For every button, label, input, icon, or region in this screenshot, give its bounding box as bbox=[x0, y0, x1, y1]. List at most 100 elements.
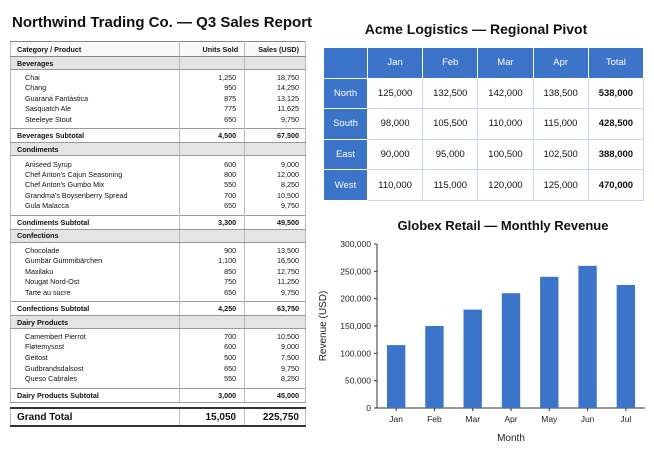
pivot-column-header[interactable]: Mar bbox=[477, 47, 534, 79]
spacer-row bbox=[9, 124, 306, 129]
pivot-total-cell[interactable]: 470,000 bbox=[587, 169, 645, 201]
pivot-corner-cell bbox=[323, 47, 368, 79]
pivot-column-header[interactable]: Jan bbox=[366, 47, 424, 79]
product-row[interactable]: Chef Anton's Cajun Seasoning 800 12,000 bbox=[9, 168, 306, 180]
pivot-value-cell[interactable]: 105,500 bbox=[422, 108, 479, 140]
product-row[interactable]: Queso Cabrales 550 8,250 bbox=[9, 373, 306, 384]
pivot-column-header[interactable]: Apr bbox=[532, 47, 589, 79]
product-name: Chang bbox=[9, 82, 181, 94]
units-sold-cell: 550 bbox=[179, 373, 246, 384]
spacer-cell bbox=[9, 297, 181, 302]
pivot-value-cell[interactable]: 95,000 bbox=[422, 138, 479, 171]
product-row[interactable]: Geitost 500 7,500 bbox=[9, 352, 306, 363]
pivot-value-cell[interactable]: 120,000 bbox=[477, 169, 534, 201]
pivot-row-header[interactable]: East bbox=[323, 138, 368, 171]
subtotal-units: 3,000 bbox=[179, 387, 246, 403]
product-row[interactable]: Nougat Nord-Ost 750 11,250 bbox=[9, 276, 306, 288]
pivot-total-cell[interactable]: 388,000 bbox=[587, 138, 645, 171]
product-row[interactable]: Chef Anton's Gumbo Mix 550 8,250 bbox=[9, 179, 306, 191]
column-header-units[interactable]: Units Sold bbox=[179, 41, 246, 57]
product-name: Geitost bbox=[9, 352, 181, 363]
acme-pivot-panel: Acme Logistics — Regional Pivot Jan Feb … bbox=[318, 0, 654, 205]
product-row[interactable]: Gudbrandsdalsost 650 9,750 bbox=[9, 362, 306, 374]
column-header-sales[interactable]: Sales (USD) bbox=[244, 41, 306, 57]
subtotal-units: 4,500 bbox=[179, 128, 246, 144]
pivot-value-cell[interactable]: 90,000 bbox=[366, 138, 424, 171]
pivot-value-cell[interactable]: 142,000 bbox=[477, 77, 534, 110]
column-header-category[interactable]: Category / Product bbox=[9, 41, 181, 57]
product-row[interactable]: Gula Malacca 650 9,750 bbox=[9, 200, 306, 212]
pivot-row: South 98,000 105,500 110,000 115,000 428,500 bbox=[323, 108, 645, 140]
units-sold-cell: 650 bbox=[179, 362, 246, 374]
product-row[interactable]: Sasquatch Ale 775 11,625 bbox=[9, 103, 306, 115]
y-tick-label: 300,000 bbox=[340, 239, 371, 249]
x-tick-label: Jun bbox=[581, 414, 595, 424]
pivot-value-cell[interactable]: 115,000 bbox=[422, 169, 479, 201]
grand-total-sales: 225,750 bbox=[244, 407, 306, 427]
category-name: Beverages bbox=[9, 56, 181, 70]
sales-cell: 12,750 bbox=[244, 265, 306, 277]
product-row[interactable]: Fløtemysost 600 9,000 bbox=[9, 341, 306, 353]
pivot-column-header-total[interactable]: Total bbox=[587, 47, 645, 79]
product-row[interactable]: Chang 950 14,250 bbox=[9, 82, 306, 94]
units-sold-cell: 650 bbox=[179, 200, 246, 212]
pivot-total-cell[interactable]: 538,000 bbox=[587, 77, 645, 110]
product-row[interactable]: Chai 1,250 18,750 bbox=[9, 69, 306, 83]
product-row[interactable]: Tarte au sucre 650 9,750 bbox=[9, 287, 306, 298]
subtotal-label: Confections Subtotal bbox=[9, 301, 181, 317]
spacer-row bbox=[9, 297, 306, 302]
product-row[interactable]: Chocolade 900 13,500 bbox=[9, 242, 306, 256]
revenue-bar bbox=[578, 265, 597, 408]
empty-cell bbox=[244, 142, 306, 157]
product-row[interactable]: Steeleye Stout 650 9,750 bbox=[9, 114, 306, 125]
units-sold-cell: 700 bbox=[179, 328, 246, 342]
x-tick-label: Mar bbox=[465, 414, 480, 424]
product-name: Queso Cabrales bbox=[9, 373, 181, 384]
product-row[interactable]: Grandma's Boysenberry Spread 700 10,500 bbox=[9, 190, 306, 201]
revenue-bar bbox=[463, 309, 482, 408]
subtotal-label: Beverages Subtotal bbox=[9, 128, 181, 144]
pivot-value-cell[interactable]: 125,000 bbox=[366, 77, 424, 110]
pivot-value-cell[interactable]: 110,000 bbox=[477, 108, 534, 140]
units-sold-cell: 800 bbox=[179, 168, 246, 180]
northwind-title: Northwind Trading Co. — Q3 Sales Report bbox=[12, 14, 313, 31]
northwind-table-body: Beverages Chai 1,250 18,750 Chang 950 14,250 Gu… bbox=[9, 56, 306, 427]
pivot-header-row: Jan Feb Mar Apr Total bbox=[323, 47, 645, 79]
revenue-bar bbox=[425, 326, 444, 408]
product-row[interactable]: Gumbär Gummibärchen 1,100 16,500 bbox=[9, 255, 306, 266]
sales-cell: 10,500 bbox=[244, 328, 306, 342]
revenue-bar bbox=[386, 345, 406, 408]
units-sold-cell: 650 bbox=[179, 287, 246, 298]
product-name: Guaraná Fantástica bbox=[9, 93, 181, 104]
empty-cell bbox=[179, 315, 246, 330]
product-name: Gumbär Gummibärchen bbox=[9, 255, 181, 266]
product-row[interactable]: Maxilaku 850 12,750 bbox=[9, 265, 306, 277]
empty-cell bbox=[179, 228, 246, 243]
pivot-value-cell[interactable]: 102,500 bbox=[532, 138, 589, 171]
subtotal-sales: 63,750 bbox=[244, 301, 306, 317]
sales-cell: 11,250 bbox=[244, 276, 306, 288]
pivot-value-cell[interactable]: 98,000 bbox=[366, 108, 424, 140]
y-tick-label: 250,000 bbox=[340, 266, 371, 276]
pivot-value-cell[interactable]: 132,500 bbox=[422, 77, 479, 110]
spacer-row bbox=[9, 384, 306, 388]
pivot-value-cell[interactable]: 110,000 bbox=[366, 169, 424, 201]
pivot-row-header[interactable]: North bbox=[323, 77, 368, 110]
y-tick-label: 200,000 bbox=[340, 294, 371, 304]
product-row[interactable]: Aniseed Syrup 600 9,000 bbox=[9, 155, 306, 169]
pivot-total-cell[interactable]: 428,500 bbox=[587, 108, 645, 140]
pivot-row-header[interactable]: West bbox=[323, 169, 368, 201]
pivot-value-cell[interactable]: 138,500 bbox=[532, 77, 589, 110]
units-sold-cell: 600 bbox=[179, 341, 246, 353]
product-row[interactable]: Camembert Pierrot 700 10,500 bbox=[9, 328, 306, 342]
product-name: Steeleye Stout bbox=[9, 114, 181, 125]
y-tick-label: 100,000 bbox=[340, 348, 371, 358]
product-row[interactable]: Guaraná Fantástica 875 13,125 bbox=[9, 93, 306, 104]
pivot-column-header[interactable]: Feb bbox=[422, 47, 479, 79]
sales-cell: 9,750 bbox=[244, 200, 306, 212]
product-name: Tarte au sucre bbox=[9, 287, 181, 298]
pivot-value-cell[interactable]: 100,500 bbox=[477, 138, 534, 171]
pivot-value-cell[interactable]: 115,000 bbox=[532, 108, 589, 140]
pivot-row-header[interactable]: South bbox=[323, 108, 368, 140]
pivot-value-cell[interactable]: 125,000 bbox=[532, 169, 589, 201]
